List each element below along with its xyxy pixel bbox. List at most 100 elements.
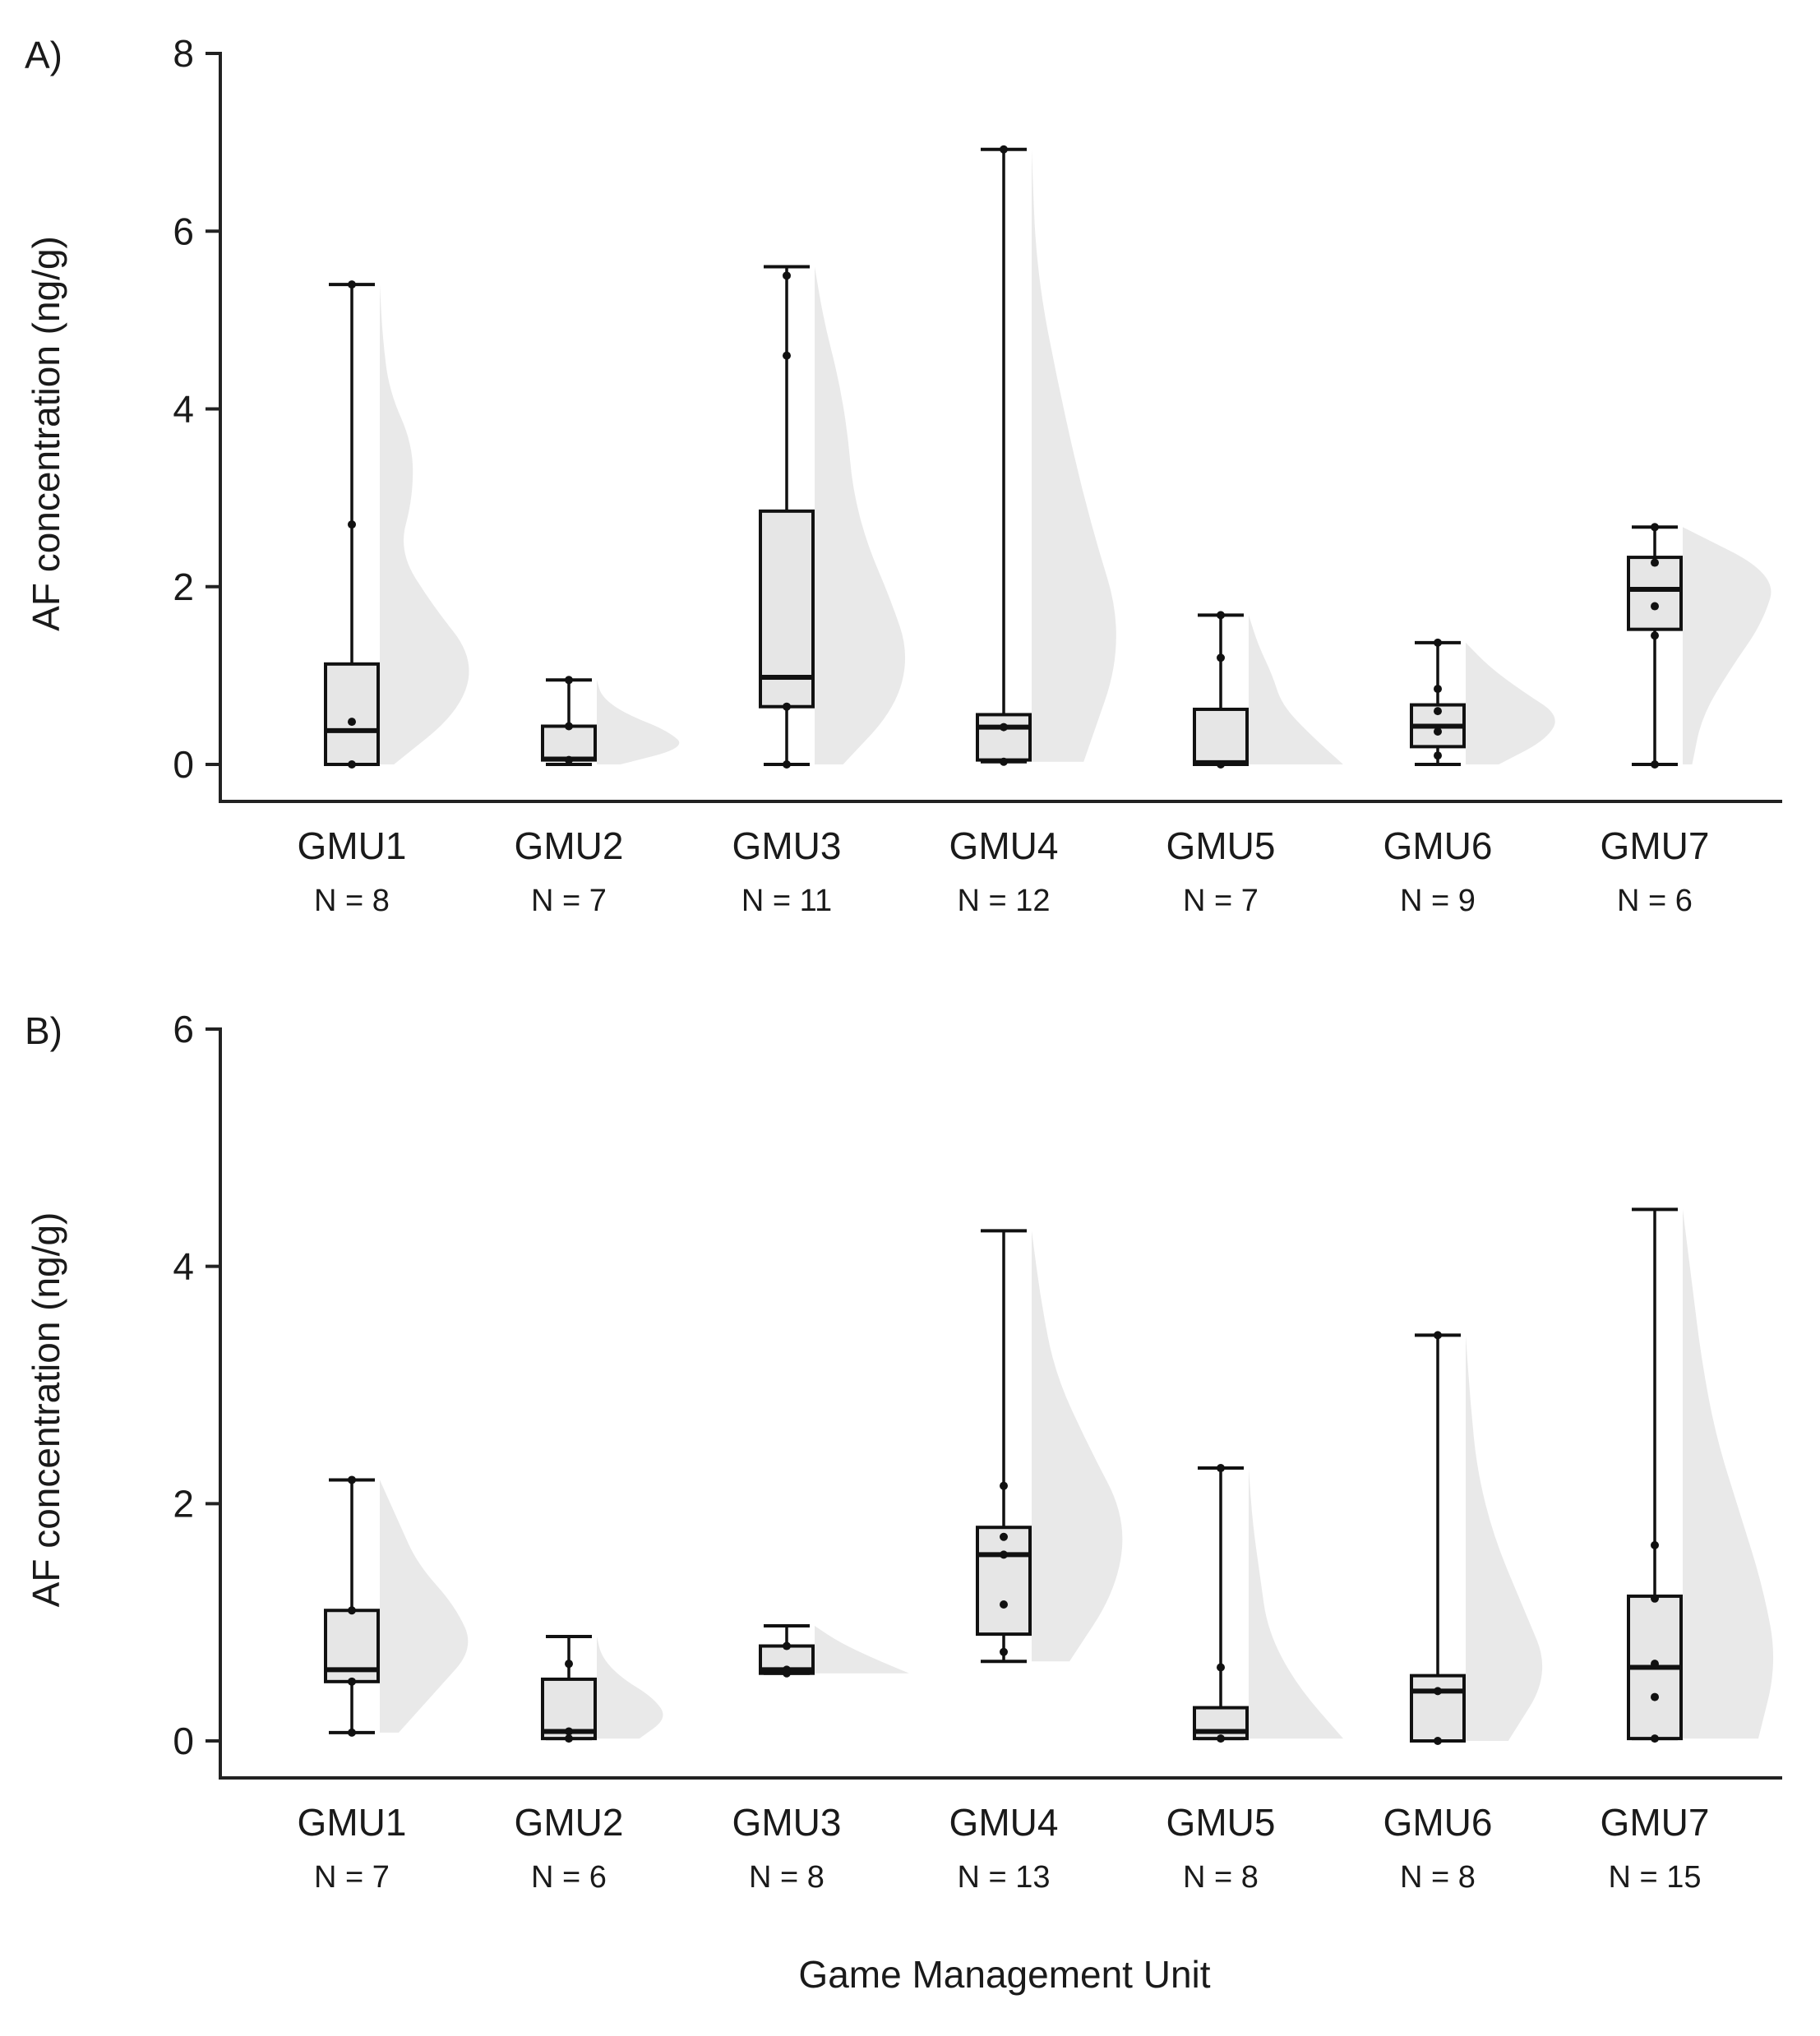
density-violin [1466,642,1555,764]
data-point [1651,558,1659,567]
sample-size-label: N = 12 [957,884,1050,918]
data-point [348,1677,356,1686]
data-point [1000,145,1008,154]
data-point [348,280,356,289]
data-point [1651,1660,1659,1669]
data-point [1434,1687,1442,1696]
sample-size-label: N = 7 [531,884,607,918]
y-tick-label: 2 [173,566,194,608]
iqr-box [1193,707,1249,767]
data-point [1651,1692,1659,1701]
iqr-box [1193,1706,1249,1741]
density-violin [1683,1209,1774,1739]
density-violin [597,1636,663,1739]
data-point [348,1475,356,1484]
data-point [348,1728,356,1737]
data-point [1434,727,1442,736]
iqr-box [541,724,597,762]
data-point [1651,602,1659,611]
data-point [1000,1532,1008,1541]
y-tick-label: 6 [173,1008,194,1050]
x-tick-label: GMU2 [515,824,624,867]
data-point [348,760,356,769]
panel-label: A) [25,34,62,76]
y-tick-label: 0 [173,743,194,786]
x-tick-label: GMU7 [1601,1801,1710,1844]
data-point [348,520,356,529]
data-point [1217,653,1225,663]
x-tick-label: GMU3 [732,1801,842,1844]
sample-size-label: N = 8 [749,1860,825,1895]
x-tick-label: GMU6 [1383,1801,1493,1844]
density-violin [1249,615,1343,764]
data-point [1000,757,1008,766]
iqr-box [324,662,380,766]
data-point [565,755,573,764]
y-axis-title: AF concentration (ng/g) [25,236,67,631]
data-point [1651,1594,1659,1603]
sample-size-label: N = 9 [1400,884,1476,918]
iqr-box [976,713,1032,762]
density-violin [1032,1230,1123,1662]
x-axis-title: Game Management Unit [798,1953,1210,1996]
data-point [783,351,791,360]
data-point [565,1734,573,1743]
iqr-box [976,1526,1032,1637]
x-tick-label: GMU3 [732,824,842,867]
x-tick-label: GMU4 [949,1801,1059,1844]
density-violin [380,284,469,764]
density-violin [815,266,906,764]
data-point [565,1660,573,1669]
y-tick-label: 2 [173,1482,194,1525]
data-point [565,1727,573,1736]
data-point [1434,1331,1442,1340]
y-tick-label: 4 [173,388,194,431]
x-tick-label: GMU1 [298,824,407,867]
data-point [348,1606,356,1615]
data-point [783,271,791,280]
data-point [783,702,791,711]
panel-b: B) 0 2 4 6 AF concentration (ng/g) GMU1 N = 7 GM… [25,1008,1782,1895]
data-point [1217,1734,1225,1743]
data-point [565,722,573,731]
x-tick-label: GMU5 [1166,1801,1276,1844]
y-axis-title: AF concentration (ng/g) [25,1212,67,1608]
sample-size-label: N = 7 [1183,884,1259,918]
density-violin [597,680,680,764]
data-point [1434,751,1442,760]
data-point [1651,760,1659,769]
sample-size-label: N = 8 [1183,1860,1259,1895]
density-violin [380,1480,469,1733]
iqr-box [1410,1674,1466,1743]
data-point [1651,523,1659,532]
x-tick-label: GMU7 [1601,824,1710,867]
sample-size-label: N = 11 [741,884,832,918]
data-point [1000,1550,1008,1559]
panel-label: B) [25,1009,62,1052]
data-point [1000,1647,1008,1656]
data-point [1000,1481,1008,1490]
data-point [1217,1464,1225,1473]
density-violin [1032,149,1116,762]
data-point [1434,685,1442,694]
sample-size-label: N = 8 [1400,1860,1476,1895]
sample-size-label: N = 6 [1617,884,1693,918]
x-tick-label: GMU4 [949,824,1059,867]
sample-size-label: N = 7 [314,1860,390,1895]
data-point [1000,723,1008,732]
x-tick-label: GMU2 [515,1801,624,1844]
data-point [348,718,356,727]
panel-a: A) 0 2 4 6 8 AF concentration (ng/g) GMU1 N = 8 G… [25,32,1782,918]
data-point [783,760,791,769]
data-point [1651,1734,1659,1743]
y-tick-label: 4 [173,1245,194,1288]
x-tick-label: GMU5 [1166,824,1276,867]
data-point [565,676,573,685]
density-violin [1466,1335,1543,1741]
data-point [1651,1540,1659,1549]
data-point [783,1641,791,1650]
data-point [1000,1600,1008,1609]
y-tick-label: 0 [173,1720,194,1762]
sample-size-label: N = 15 [1608,1860,1701,1895]
